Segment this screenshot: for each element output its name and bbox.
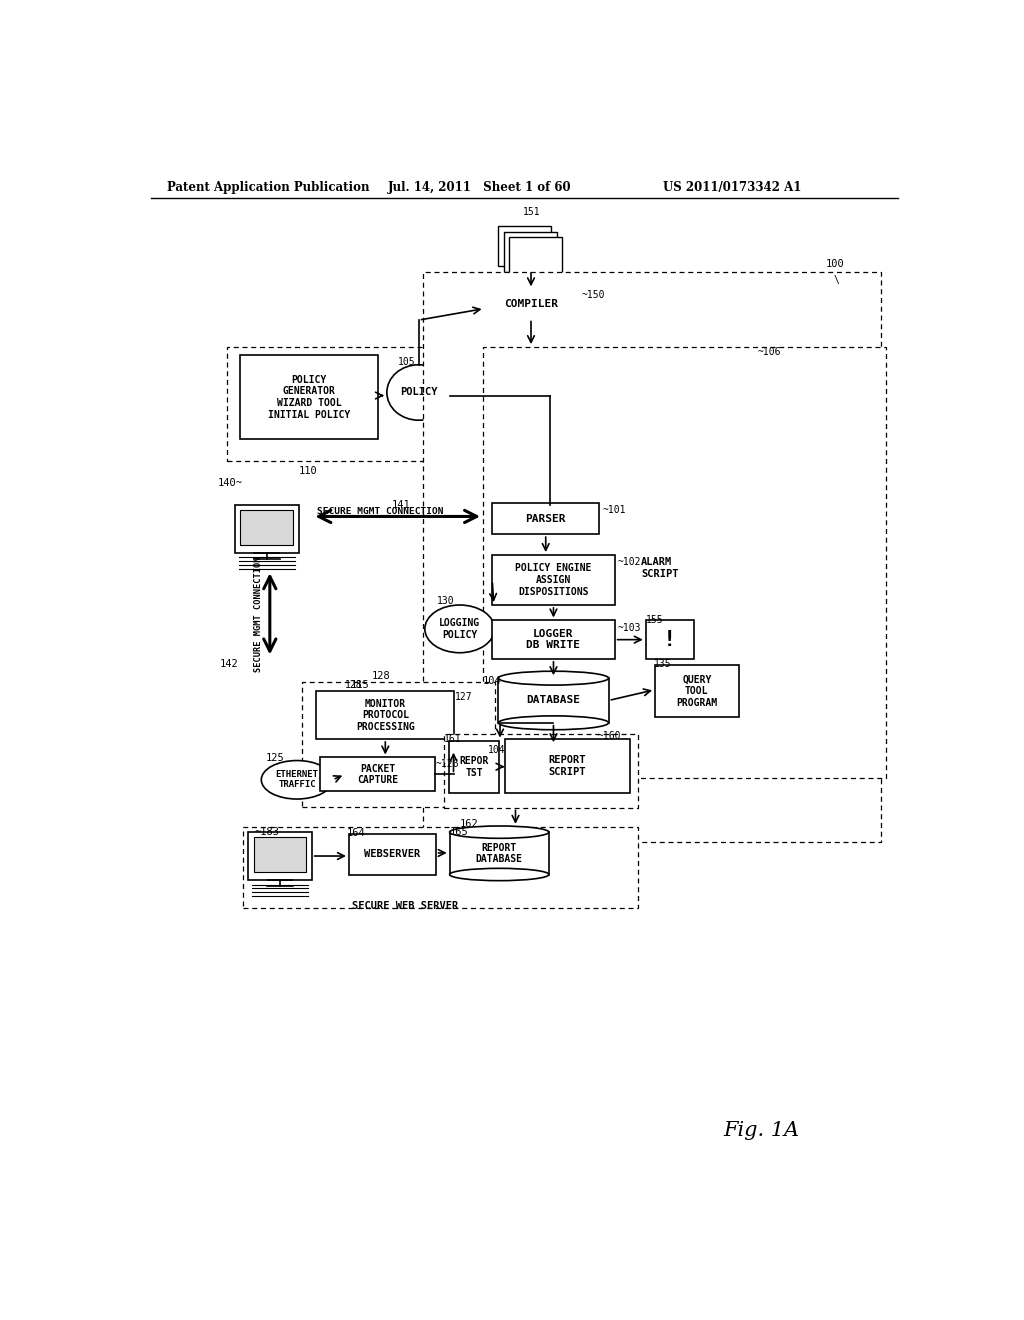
Text: 125: 125 [266,752,285,763]
Bar [646,620,693,659]
Text: 151: 151 [523,207,541,216]
Bar [655,665,738,718]
Bar [241,510,293,545]
Bar [241,355,378,440]
Text: 100: 100 [825,259,844,268]
Text: 128: 128 [372,671,390,681]
Text: 130: 130 [436,595,454,606]
Text: ALARM
SCRIPT: ALARM SCRIPT [641,557,679,579]
Bar [509,238,562,277]
Ellipse shape [261,760,333,799]
Bar [254,837,306,873]
Text: US 2011/0173342 A1: US 2011/0173342 A1 [663,181,801,194]
Text: ~126: ~126 [435,759,459,768]
Bar [493,503,599,535]
Text: LOGGING
POLICY: LOGGING POLICY [439,618,480,640]
Text: 165: 165 [450,826,468,837]
Text: 135: 135 [653,659,671,669]
Text: Fig. 1A: Fig. 1A [723,1121,800,1139]
Bar [484,289,578,318]
Text: POLICY
GENERATOR
WIZARD TOOL
INITIAL POLICY: POLICY GENERATOR WIZARD TOOL INITIAL POL… [268,375,350,420]
Text: Jul. 14, 2011   Sheet 1 of 60: Jul. 14, 2011 Sheet 1 of 60 [388,181,571,194]
Text: COMPILER: COMPILER [504,298,558,309]
Text: ~103: ~103 [617,623,641,634]
Text: REPOR
TST: REPOR TST [460,756,488,777]
Text: 115: 115 [351,681,370,690]
Bar [227,347,495,461]
Text: MONITOR
PROTOCOL
PROCESSING: MONITOR PROTOCOL PROCESSING [356,698,415,731]
Text: ~183: ~183 [254,826,280,837]
Text: ~101: ~101 [602,506,626,515]
Text: 155: 155 [646,615,664,624]
Bar [243,826,638,908]
Text: POLICY: POLICY [400,388,437,397]
Text: 141: 141 [391,500,411,511]
Ellipse shape [499,672,608,685]
Ellipse shape [499,715,608,730]
Bar [499,678,608,723]
Text: REPORT
DATABASE: REPORT DATABASE [476,842,522,865]
Text: ~160: ~160 [598,731,622,742]
Text: ~106: ~106 [758,347,781,356]
Text: 105: 105 [397,358,416,367]
Text: Patent Application Publication: Patent Application Publication [167,181,370,194]
Bar [483,347,886,779]
Text: DATABASE: DATABASE [526,696,581,705]
Bar [248,832,311,880]
Text: SECURE MGMT CONNECTION: SECURE MGMT CONNECTION [254,557,263,672]
Text: 164: 164 [346,829,366,838]
Text: REPORT
SCRIPT: REPORT SCRIPT [549,755,586,776]
Text: 162: 162 [460,818,478,829]
Text: 127: 127 [455,693,473,702]
Bar [234,506,299,553]
Text: SECURE MGMT CONNECTION: SECURE MGMT CONNECTION [317,507,443,516]
Text: 140~: 140~ [218,478,243,488]
Bar [316,692,455,739]
Bar [450,832,549,875]
Text: 161: 161 [444,734,462,744]
Bar [423,272,882,842]
Ellipse shape [450,869,549,880]
Text: 110: 110 [299,466,317,477]
Bar [444,734,638,808]
Text: SECURE WEB SERVER: SECURE WEB SERVER [352,902,459,911]
Text: QUERY
TOOL
PROGRAM: QUERY TOOL PROGRAM [676,675,718,708]
Bar [349,834,435,875]
Ellipse shape [450,826,549,838]
Text: ~102: ~102 [617,557,641,566]
Text: \: \ [834,276,839,285]
Text: 104: 104 [483,676,502,686]
Text: 142: 142 [219,659,239,669]
Text: ~150: ~150 [582,290,605,301]
Text: ETHERNET
TRAFFIC: ETHERNET TRAFFIC [275,770,318,789]
Bar [302,682,495,807]
Text: LOGGER
DB WRITE: LOGGER DB WRITE [526,628,581,651]
Bar [504,231,557,272]
Ellipse shape [387,364,451,420]
Text: PARSER: PARSER [525,513,566,524]
Bar [493,620,614,659]
Bar [505,739,630,793]
Ellipse shape [425,605,495,653]
Text: 128: 128 [345,681,362,690]
Text: !: ! [663,630,677,649]
Text: PACKET
CAPTURE: PACKET CAPTURE [357,763,398,785]
Bar [321,758,435,792]
Bar [449,741,500,793]
Text: WEBSERVER: WEBSERVER [365,850,421,859]
Bar [499,226,551,267]
Text: 104: 104 [487,744,505,755]
Text: POLICY ENGINE
ASSIGN
DISPOSITIONS: POLICY ENGINE ASSIGN DISPOSITIONS [515,564,592,597]
Bar [493,554,614,605]
